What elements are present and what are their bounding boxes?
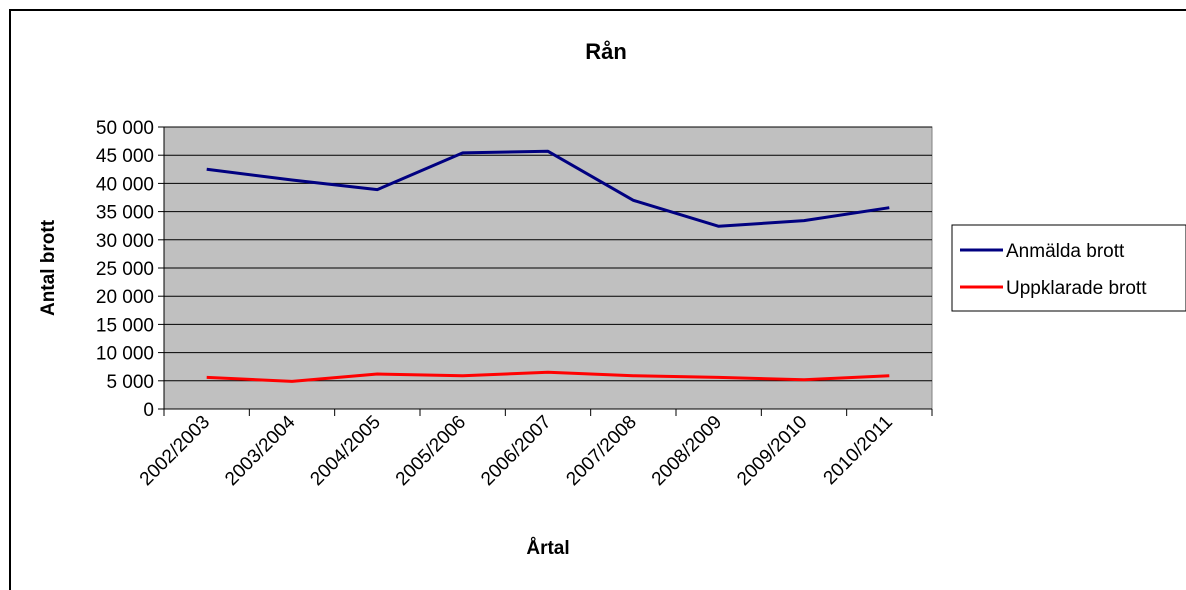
y-tick-label: 45 000 [96,146,154,167]
legend-label: Anmälda brott [1006,241,1125,262]
y-tick-label: 30 000 [96,231,154,252]
y-tick-label: 5 000 [106,372,154,393]
legend-label: Uppklarade brott [1006,278,1147,299]
x-axis-ticks: 2002/2003 2003/2004 2004/2005 2005/2006 2006… [136,409,933,490]
x-tick-label: 2007/2008 [563,412,641,490]
series-line [206,149,890,228]
series-line [206,370,890,383]
x-axis-title: Årtal [526,538,569,559]
y-tick-label: 0 [143,400,154,421]
y-tick-label: 35 000 [96,203,154,224]
y-tick-label: 50 000 [96,118,154,139]
legend: Anmälda brott Uppklarade brott [951,224,1186,312]
x-tick-label: 2008/2009 [648,412,726,490]
y-tick-label: 25 000 [96,259,154,280]
gridlines [164,126,932,382]
x-tick-label: 2009/2010 [733,412,811,490]
y-tick-label: 20 000 [96,287,154,308]
x-tick-label: 2010/2011 [820,412,897,489]
y-tick-label: 10 000 [96,344,154,365]
y-axis-ticks: 0 5 000 10 000 15 000 20 000 25 000 30 000 35 0… [96,118,164,421]
x-tick-label: 2002/2003 [136,412,214,490]
x-tick-label: 2004/2005 [307,412,385,490]
series-lines [206,149,890,383]
y-axis-title: Antal brott [38,219,59,316]
chart-title: Rån [585,39,627,64]
y-tick-label: 15 000 [96,315,154,336]
y-tick-label: 40 000 [96,174,154,195]
x-tick-label: 2006/2007 [477,412,555,490]
legend-box [951,224,1186,312]
x-tick-label: 2005/2006 [392,412,470,490]
x-tick-label: 2003/2004 [221,411,300,490]
